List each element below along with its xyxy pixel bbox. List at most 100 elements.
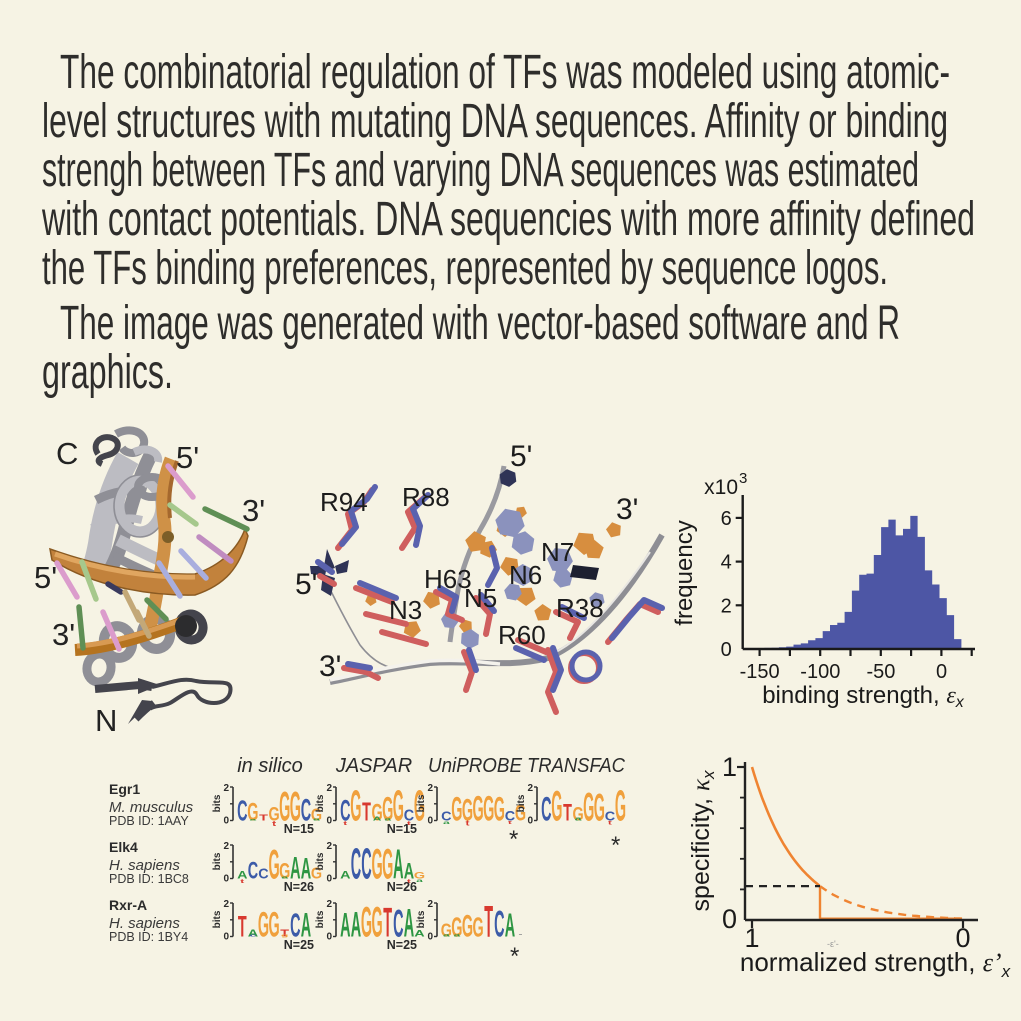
svg-text:G: G bbox=[472, 911, 483, 942]
svg-text:3: 3 bbox=[739, 470, 747, 487]
svg-text:G: G bbox=[473, 788, 484, 829]
svg-text:R60: R60 bbox=[498, 620, 546, 650]
svg-text:5': 5' bbox=[510, 440, 532, 473]
svg-text:C: C bbox=[301, 793, 312, 828]
svg-text:The image was generated with v: The image was generated with vector-base… bbox=[60, 297, 900, 350]
svg-text:A: A bbox=[414, 928, 425, 939]
svg-text:G: G bbox=[361, 898, 372, 946]
svg-text:a: a bbox=[454, 932, 462, 937]
svg-text:R94: R94 bbox=[320, 487, 368, 517]
svg-text:A: A bbox=[404, 858, 414, 883]
svg-text:A: A bbox=[301, 905, 311, 944]
svg-text:N6: N6 bbox=[509, 560, 542, 590]
svg-text:C: C bbox=[361, 840, 371, 888]
svg-text:H63: H63 bbox=[424, 564, 472, 594]
svg-text:bits: bits bbox=[315, 794, 326, 812]
svg-text:A: A bbox=[393, 841, 403, 888]
svg-text:JASPAR: JASPAR bbox=[335, 755, 412, 777]
svg-text:a: a bbox=[443, 932, 451, 937]
svg-text:2: 2 bbox=[223, 899, 229, 910]
svg-text:C: C bbox=[494, 904, 504, 945]
svg-text:1: 1 bbox=[744, 923, 759, 953]
svg-text:A: A bbox=[237, 868, 248, 881]
svg-text:level structures with mutating: level structures with mutating DNA seque… bbox=[42, 95, 948, 148]
svg-text:TRANSFAC: TRANSFAC bbox=[527, 755, 626, 777]
svg-text:G: G bbox=[515, 801, 526, 826]
svg-text:N7: N7 bbox=[541, 537, 574, 567]
svg-text:0: 0 bbox=[326, 874, 332, 885]
svg-text:the TFs binding preferences, r: the TFs binding preferences, represented… bbox=[42, 242, 888, 295]
svg-text:4: 4 bbox=[721, 552, 732, 574]
svg-text:0: 0 bbox=[223, 874, 229, 885]
svg-text:6: 6 bbox=[721, 508, 732, 530]
svg-text:C: C bbox=[258, 866, 269, 882]
svg-text:a: a bbox=[443, 820, 451, 825]
svg-text:2: 2 bbox=[223, 783, 229, 794]
svg-text:-50: -50 bbox=[866, 661, 895, 683]
svg-text:G: G bbox=[462, 794, 473, 829]
svg-text:G: G bbox=[247, 798, 258, 826]
svg-text:A: A bbox=[340, 868, 351, 881]
svg-text:5': 5' bbox=[295, 568, 317, 601]
svg-text:a: a bbox=[250, 818, 257, 821]
svg-text:G: G bbox=[414, 782, 425, 830]
svg-text:bits: bits bbox=[212, 794, 223, 812]
svg-text:C: C bbox=[404, 807, 414, 825]
svg-text:C: C bbox=[605, 809, 616, 823]
svg-text:G: G bbox=[393, 782, 404, 830]
svg-text:t: t bbox=[508, 820, 512, 825]
svg-text:g: g bbox=[281, 933, 288, 937]
svg-text:N=25: N=25 bbox=[284, 938, 314, 952]
svg-text:bits: bits bbox=[315, 852, 326, 870]
svg-text:graphics.: graphics. bbox=[42, 346, 173, 399]
svg-text:t: t bbox=[343, 820, 348, 827]
svg-text:-100: -100 bbox=[800, 661, 840, 683]
svg-text:The combinatorial regulation o: The combinatorial regulation of TFs was … bbox=[60, 46, 950, 99]
svg-text:G: G bbox=[269, 904, 280, 945]
svg-text:1: 1 bbox=[722, 752, 737, 782]
svg-text:G: G bbox=[551, 782, 562, 830]
svg-text:0: 0 bbox=[223, 816, 229, 827]
svg-text:2: 2 bbox=[527, 783, 533, 794]
svg-text:C: C bbox=[290, 908, 300, 944]
svg-text:G: G bbox=[372, 898, 383, 946]
svg-text:T: T bbox=[280, 927, 289, 939]
svg-text:a: a bbox=[416, 878, 424, 883]
svg-text:specificity, κx: specificity, κx bbox=[687, 770, 718, 911]
svg-text:x10: x10 bbox=[704, 476, 738, 499]
svg-text:PDB ID: 1BC8: PDB ID: 1BC8 bbox=[109, 872, 189, 886]
svg-text:A: A bbox=[505, 908, 515, 944]
svg-text:in silico: in silico bbox=[237, 755, 303, 777]
svg-text:PDB ID: 1BY4: PDB ID: 1BY4 bbox=[109, 930, 188, 944]
svg-text:C: C bbox=[505, 808, 515, 824]
svg-text:0: 0 bbox=[326, 932, 332, 943]
svg-text:bits: bits bbox=[212, 910, 223, 928]
svg-text:a: a bbox=[384, 816, 392, 821]
svg-text:G: G bbox=[350, 782, 361, 830]
svg-text:3': 3' bbox=[616, 493, 638, 526]
svg-text:G: G bbox=[382, 789, 393, 828]
svg-text:0: 0 bbox=[955, 923, 970, 953]
svg-text:C: C bbox=[541, 789, 551, 828]
svg-text:normalized strength, ε’x: normalized strength, ε’x bbox=[740, 947, 1011, 981]
svg-text:A: A bbox=[290, 852, 300, 887]
svg-text:A: A bbox=[373, 815, 382, 822]
svg-text:G: G bbox=[290, 783, 301, 830]
svg-text:t: t bbox=[465, 820, 470, 828]
svg-text:G: G bbox=[441, 921, 452, 941]
svg-text:N: N bbox=[95, 703, 117, 738]
svg-text:G: G bbox=[382, 840, 393, 888]
svg-text:-150: -150 bbox=[740, 661, 780, 683]
svg-text:5': 5' bbox=[34, 560, 57, 595]
svg-text:bits: bits bbox=[416, 794, 427, 812]
svg-text:0: 0 bbox=[326, 816, 332, 827]
svg-text:A: A bbox=[301, 852, 311, 885]
svg-text:Egr1: Egr1 bbox=[109, 781, 140, 797]
svg-text:T: T bbox=[259, 814, 268, 823]
svg-text:*: * bbox=[611, 832, 620, 859]
svg-text:2: 2 bbox=[427, 783, 433, 794]
svg-text:0: 0 bbox=[427, 932, 433, 943]
svg-text:G: G bbox=[269, 841, 280, 888]
svg-text:0: 0 bbox=[722, 904, 737, 934]
svg-text:a: a bbox=[313, 817, 320, 821]
